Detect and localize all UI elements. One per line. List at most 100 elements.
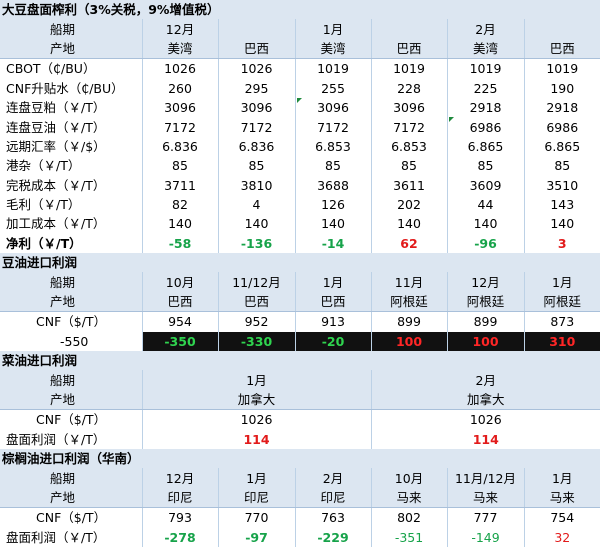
- table-cell[interactable]: 6.853: [371, 136, 448, 157]
- table-cell[interactable]: 3611: [371, 175, 448, 195]
- table-cell[interactable]: 3096: [295, 97, 372, 118]
- section-title-soyoil: 豆油进口利润: [0, 253, 600, 273]
- profit-cell[interactable]: 114: [472, 431, 499, 447]
- table-cell[interactable]: 3096: [142, 97, 219, 118]
- net-profit-cell[interactable]: -136: [218, 233, 296, 254]
- table-cell[interactable]: 899: [447, 311, 525, 332]
- table-cell[interactable]: 6.836: [218, 136, 296, 157]
- table-cell[interactable]: 6.836: [142, 136, 219, 157]
- profit-cell[interactable]: 32: [554, 529, 571, 545]
- table-cell[interactable]: 85: [142, 156, 219, 176]
- table-cell[interactable]: 140: [447, 214, 525, 234]
- table-cell[interactable]: 7172: [295, 117, 372, 137]
- table-cell[interactable]: 140: [295, 214, 372, 234]
- table-cell[interactable]: 1019: [371, 58, 448, 79]
- table-cell[interactable]: 126: [295, 194, 372, 215]
- table-cell[interactable]: 85: [218, 156, 296, 176]
- table-cell[interactable]: 802: [371, 507, 448, 528]
- net-profit-cell[interactable]: -96: [447, 233, 525, 254]
- table-cell[interactable]: 140: [218, 214, 296, 234]
- header-origin: 巴西: [218, 38, 296, 60]
- table-cell[interactable]: 6986: [546, 119, 579, 135]
- table-cell[interactable]: 3510: [546, 177, 579, 193]
- profit-cell[interactable]: -229: [295, 527, 372, 547]
- table-cell[interactable]: 3810: [218, 175, 296, 195]
- profit-cell[interactable]: -330: [218, 331, 296, 352]
- table-cell[interactable]: 7172: [218, 117, 296, 137]
- profit-cell[interactable]: 114: [142, 429, 372, 449]
- header-month: 2月: [295, 468, 372, 488]
- table-cell[interactable]: 190: [550, 80, 575, 96]
- table-cell[interactable]: 228: [371, 78, 448, 98]
- profit-cell[interactable]: 310: [524, 331, 600, 352]
- table-cell[interactable]: 899: [371, 311, 448, 332]
- table-cell[interactable]: 3711: [142, 175, 219, 195]
- profit-cell[interactable]: -350: [142, 331, 219, 352]
- table-cell[interactable]: 44: [447, 194, 525, 215]
- table-cell[interactable]: 1026: [142, 58, 219, 79]
- header-origin: 印尼: [295, 487, 372, 509]
- net-profit-cell[interactable]: 62: [371, 233, 448, 254]
- table-cell[interactable]: 770: [218, 507, 296, 528]
- table-cell[interactable]: 7172: [142, 117, 219, 137]
- header-origin: 美湾: [447, 38, 525, 60]
- table-cell[interactable]: 1019: [447, 58, 525, 79]
- table-cell[interactable]: 3609: [447, 175, 525, 195]
- table-cell[interactable]: 140: [371, 214, 448, 234]
- table-cell[interactable]: 140: [142, 214, 219, 234]
- table-cell[interactable]: 3688: [295, 175, 372, 195]
- profit-cell[interactable]: -149: [447, 527, 525, 547]
- table-cell[interactable]: 2918: [447, 97, 525, 118]
- profit-cell[interactable]: -351: [371, 527, 448, 547]
- table-cell[interactable]: 6.853: [295, 136, 372, 157]
- table-cell[interactable]: 260: [142, 78, 219, 98]
- row-label-net-profit: 净利（￥/T）: [0, 233, 143, 254]
- table-cell[interactable]: 7172: [371, 117, 448, 137]
- table-cell[interactable]: 873: [550, 314, 575, 330]
- table-cell[interactable]: 954: [142, 311, 219, 332]
- table-cell[interactable]: 225: [447, 78, 525, 98]
- table-cell[interactable]: 4: [218, 194, 296, 215]
- table-cell[interactable]: 777: [447, 507, 525, 528]
- table-cell[interactable]: 754: [550, 510, 575, 526]
- net-profit-cell[interactable]: -14: [295, 233, 372, 254]
- profit-cell[interactable]: -20: [295, 331, 372, 352]
- net-profit-cell[interactable]: 3: [557, 235, 567, 251]
- table-cell[interactable]: 85: [295, 156, 372, 176]
- table-cell[interactable]: 82: [142, 194, 219, 215]
- table-cell[interactable]: 143: [550, 197, 575, 213]
- table-cell[interactable]: 1026: [469, 412, 502, 428]
- table-cell[interactable]: 85: [554, 158, 571, 174]
- header-month: [524, 19, 600, 39]
- table-row: 远期汇率（￥/$） 6.836 6.836 6.853 6.853 6.865 …: [0, 136, 600, 157]
- table-cell[interactable]: 6.865: [447, 136, 525, 157]
- table-cell[interactable]: 793: [142, 507, 219, 528]
- table-cell[interactable]: 1026: [142, 409, 372, 430]
- profit-cell[interactable]: -278: [142, 527, 219, 547]
- profit-cell[interactable]: 100: [447, 331, 525, 352]
- table-cell[interactable]: 295: [218, 78, 296, 98]
- header-origin-label: 产地: [0, 291, 143, 313]
- table-cell[interactable]: 1019: [295, 58, 372, 79]
- table-row: 加工成本（￥/T） 140 140 140 140 140 140: [0, 214, 600, 234]
- header-origin: 美湾: [295, 38, 372, 60]
- table-cell[interactable]: 140: [550, 216, 575, 232]
- profit-cell[interactable]: 100: [371, 331, 448, 352]
- table-cell[interactable]: 952: [218, 311, 296, 332]
- table-cell[interactable]: 1026: [218, 58, 296, 79]
- table-cell[interactable]: 202: [371, 194, 448, 215]
- table-cell[interactable]: 6986: [447, 117, 525, 137]
- header-origin-label: 产地: [0, 389, 143, 411]
- table-cell[interactable]: 3096: [371, 97, 448, 118]
- net-profit-cell[interactable]: -58: [142, 233, 219, 254]
- table-cell[interactable]: 913: [295, 311, 372, 332]
- profit-cell[interactable]: -97: [218, 527, 296, 547]
- table-cell[interactable]: 85: [371, 156, 448, 176]
- table-cell[interactable]: 2918: [546, 100, 579, 116]
- table-cell[interactable]: 6.865: [544, 138, 581, 154]
- table-cell[interactable]: 1019: [546, 61, 579, 77]
- table-cell[interactable]: 255: [295, 78, 372, 98]
- table-cell[interactable]: 3096: [218, 97, 296, 118]
- table-cell[interactable]: 763: [295, 507, 372, 528]
- table-cell[interactable]: 85: [447, 156, 525, 176]
